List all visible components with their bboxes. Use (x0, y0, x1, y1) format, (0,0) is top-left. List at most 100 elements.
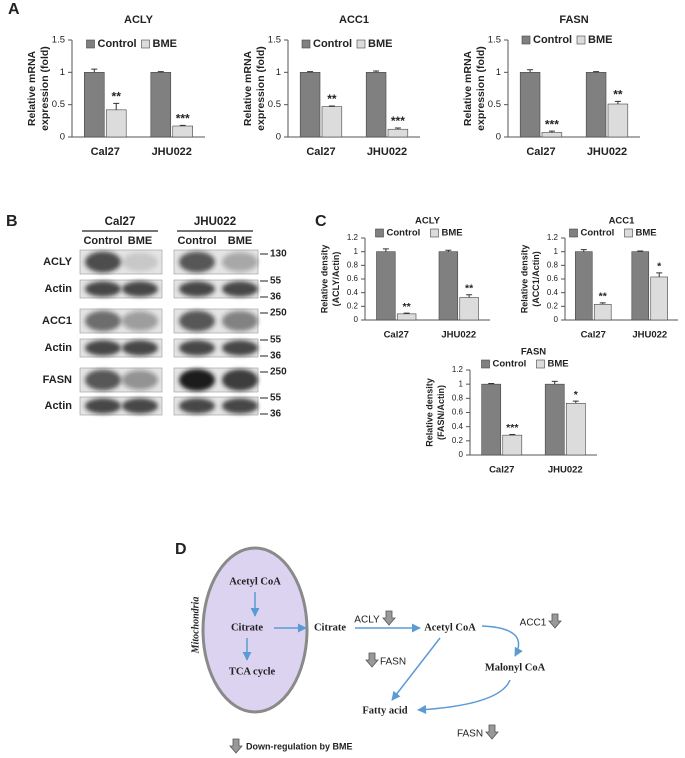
chart-title: ACC1 (609, 216, 636, 227)
error-bar (637, 250, 644, 252)
band (122, 281, 158, 297)
legend-swatch (624, 228, 633, 238)
bar (172, 125, 194, 138)
bar (438, 251, 459, 321)
bar (631, 251, 650, 321)
band (85, 340, 121, 356)
y-axis-label: expression (fold) (255, 46, 267, 131)
y-tick-label: 0.4 (452, 422, 464, 431)
band (179, 340, 215, 356)
panel-label: C (315, 213, 327, 230)
x-tick-label: Cal27 (384, 330, 409, 341)
metabolite: TCA cycle (229, 666, 276, 677)
y-tick-label: 0.2 (452, 436, 464, 445)
band (222, 340, 258, 356)
error-bar (373, 70, 380, 73)
legend-swatch (576, 35, 586, 45)
significance: ** (613, 88, 623, 102)
error-bar (394, 127, 401, 130)
legend-label: Control (581, 228, 615, 239)
metabolite: Citrate (314, 622, 346, 633)
x-tick-label: Cal27 (306, 146, 335, 158)
y-tick-label: 0.2 (347, 301, 359, 310)
y-tick-label: 0.6 (347, 274, 359, 283)
error-bar (179, 124, 186, 127)
y-tick-label: 0.2 (547, 301, 559, 310)
x-tick-label: Cal27 (581, 330, 606, 341)
bar (387, 128, 409, 138)
significance: ** (465, 282, 474, 294)
enzyme: ACLY (354, 615, 380, 626)
error-bar (328, 105, 335, 107)
bar (376, 251, 396, 321)
size-marker: 55 (270, 335, 282, 346)
error-bar (113, 102, 120, 110)
y-axis-label: Relative mRNA (462, 50, 474, 126)
chart-title: ACC1 (339, 14, 369, 26)
legend-swatch (536, 359, 545, 369)
band (85, 369, 121, 391)
legend-swatch (356, 39, 366, 49)
y-axis-label: Relative mRNA (26, 50, 38, 126)
y-tick-label: 1.5 (52, 35, 65, 46)
legend-label: Control (533, 34, 572, 46)
y-tick-label: 1.2 (547, 233, 559, 242)
bar (607, 103, 629, 138)
band (122, 370, 158, 390)
down-icon (485, 724, 499, 740)
significance: ** (599, 291, 608, 303)
bar (544, 383, 565, 456)
bar (593, 303, 612, 321)
significance: * (574, 389, 579, 401)
significance: ** (112, 90, 122, 104)
y-tick-label: 0 (554, 315, 559, 324)
row-label: ACC1 (42, 315, 72, 327)
significance: *** (506, 422, 519, 434)
significance: ** (327, 92, 337, 106)
y-tick-label: 0 (60, 132, 65, 143)
error-bar (548, 130, 555, 133)
error-bar (466, 294, 473, 298)
western-blot: Cal27 JHU022 Control BME Control BME ACLY 130 Ac… (42, 216, 287, 420)
legend-label: BME (636, 228, 657, 239)
y-tick-label: 1 (554, 247, 559, 256)
y-tick-label: 1.2 (347, 233, 359, 242)
mitochondria (201, 546, 309, 714)
significance: *** (391, 114, 405, 128)
y-tick-label: 0 (459, 450, 464, 459)
group-label: Cal27 (105, 216, 136, 228)
y-tick-label: 0.5 (52, 99, 65, 110)
down-icon (382, 610, 396, 626)
down-icon (548, 613, 562, 629)
lane-label: BME (128, 235, 152, 247)
row-label: Actin (45, 283, 73, 295)
error-bar (599, 302, 606, 305)
x-tick-label: JHU022 (152, 146, 192, 158)
y-tick-label: 0 (496, 132, 501, 143)
chart-title: FASN (559, 14, 588, 26)
y-tick-label: 0.8 (547, 260, 559, 269)
bar (574, 251, 593, 321)
y-axis-label: (ACLY/Actin) (331, 252, 341, 307)
x-tick-label: Cal27 (91, 146, 120, 158)
bar (396, 313, 417, 321)
panel-label: D (175, 541, 187, 558)
metabolite: Fatty acid (362, 705, 407, 716)
size-marker: 250 (270, 367, 287, 378)
legend-label: BME (153, 38, 177, 50)
bar (481, 383, 502, 456)
legend-label: BME (442, 228, 463, 239)
legend-label: BME (368, 38, 392, 50)
group-label: JHU022 (194, 216, 236, 228)
legend-swatch (430, 228, 439, 238)
lane-label: BME (228, 235, 252, 247)
y-tick-label: 1.2 (452, 365, 464, 374)
band (122, 252, 158, 272)
arrow (391, 637, 441, 701)
metabolite: Malonyl CoA (485, 662, 546, 673)
error-bar (307, 71, 314, 73)
band (85, 310, 121, 332)
bar (650, 276, 669, 321)
bar (502, 434, 523, 456)
